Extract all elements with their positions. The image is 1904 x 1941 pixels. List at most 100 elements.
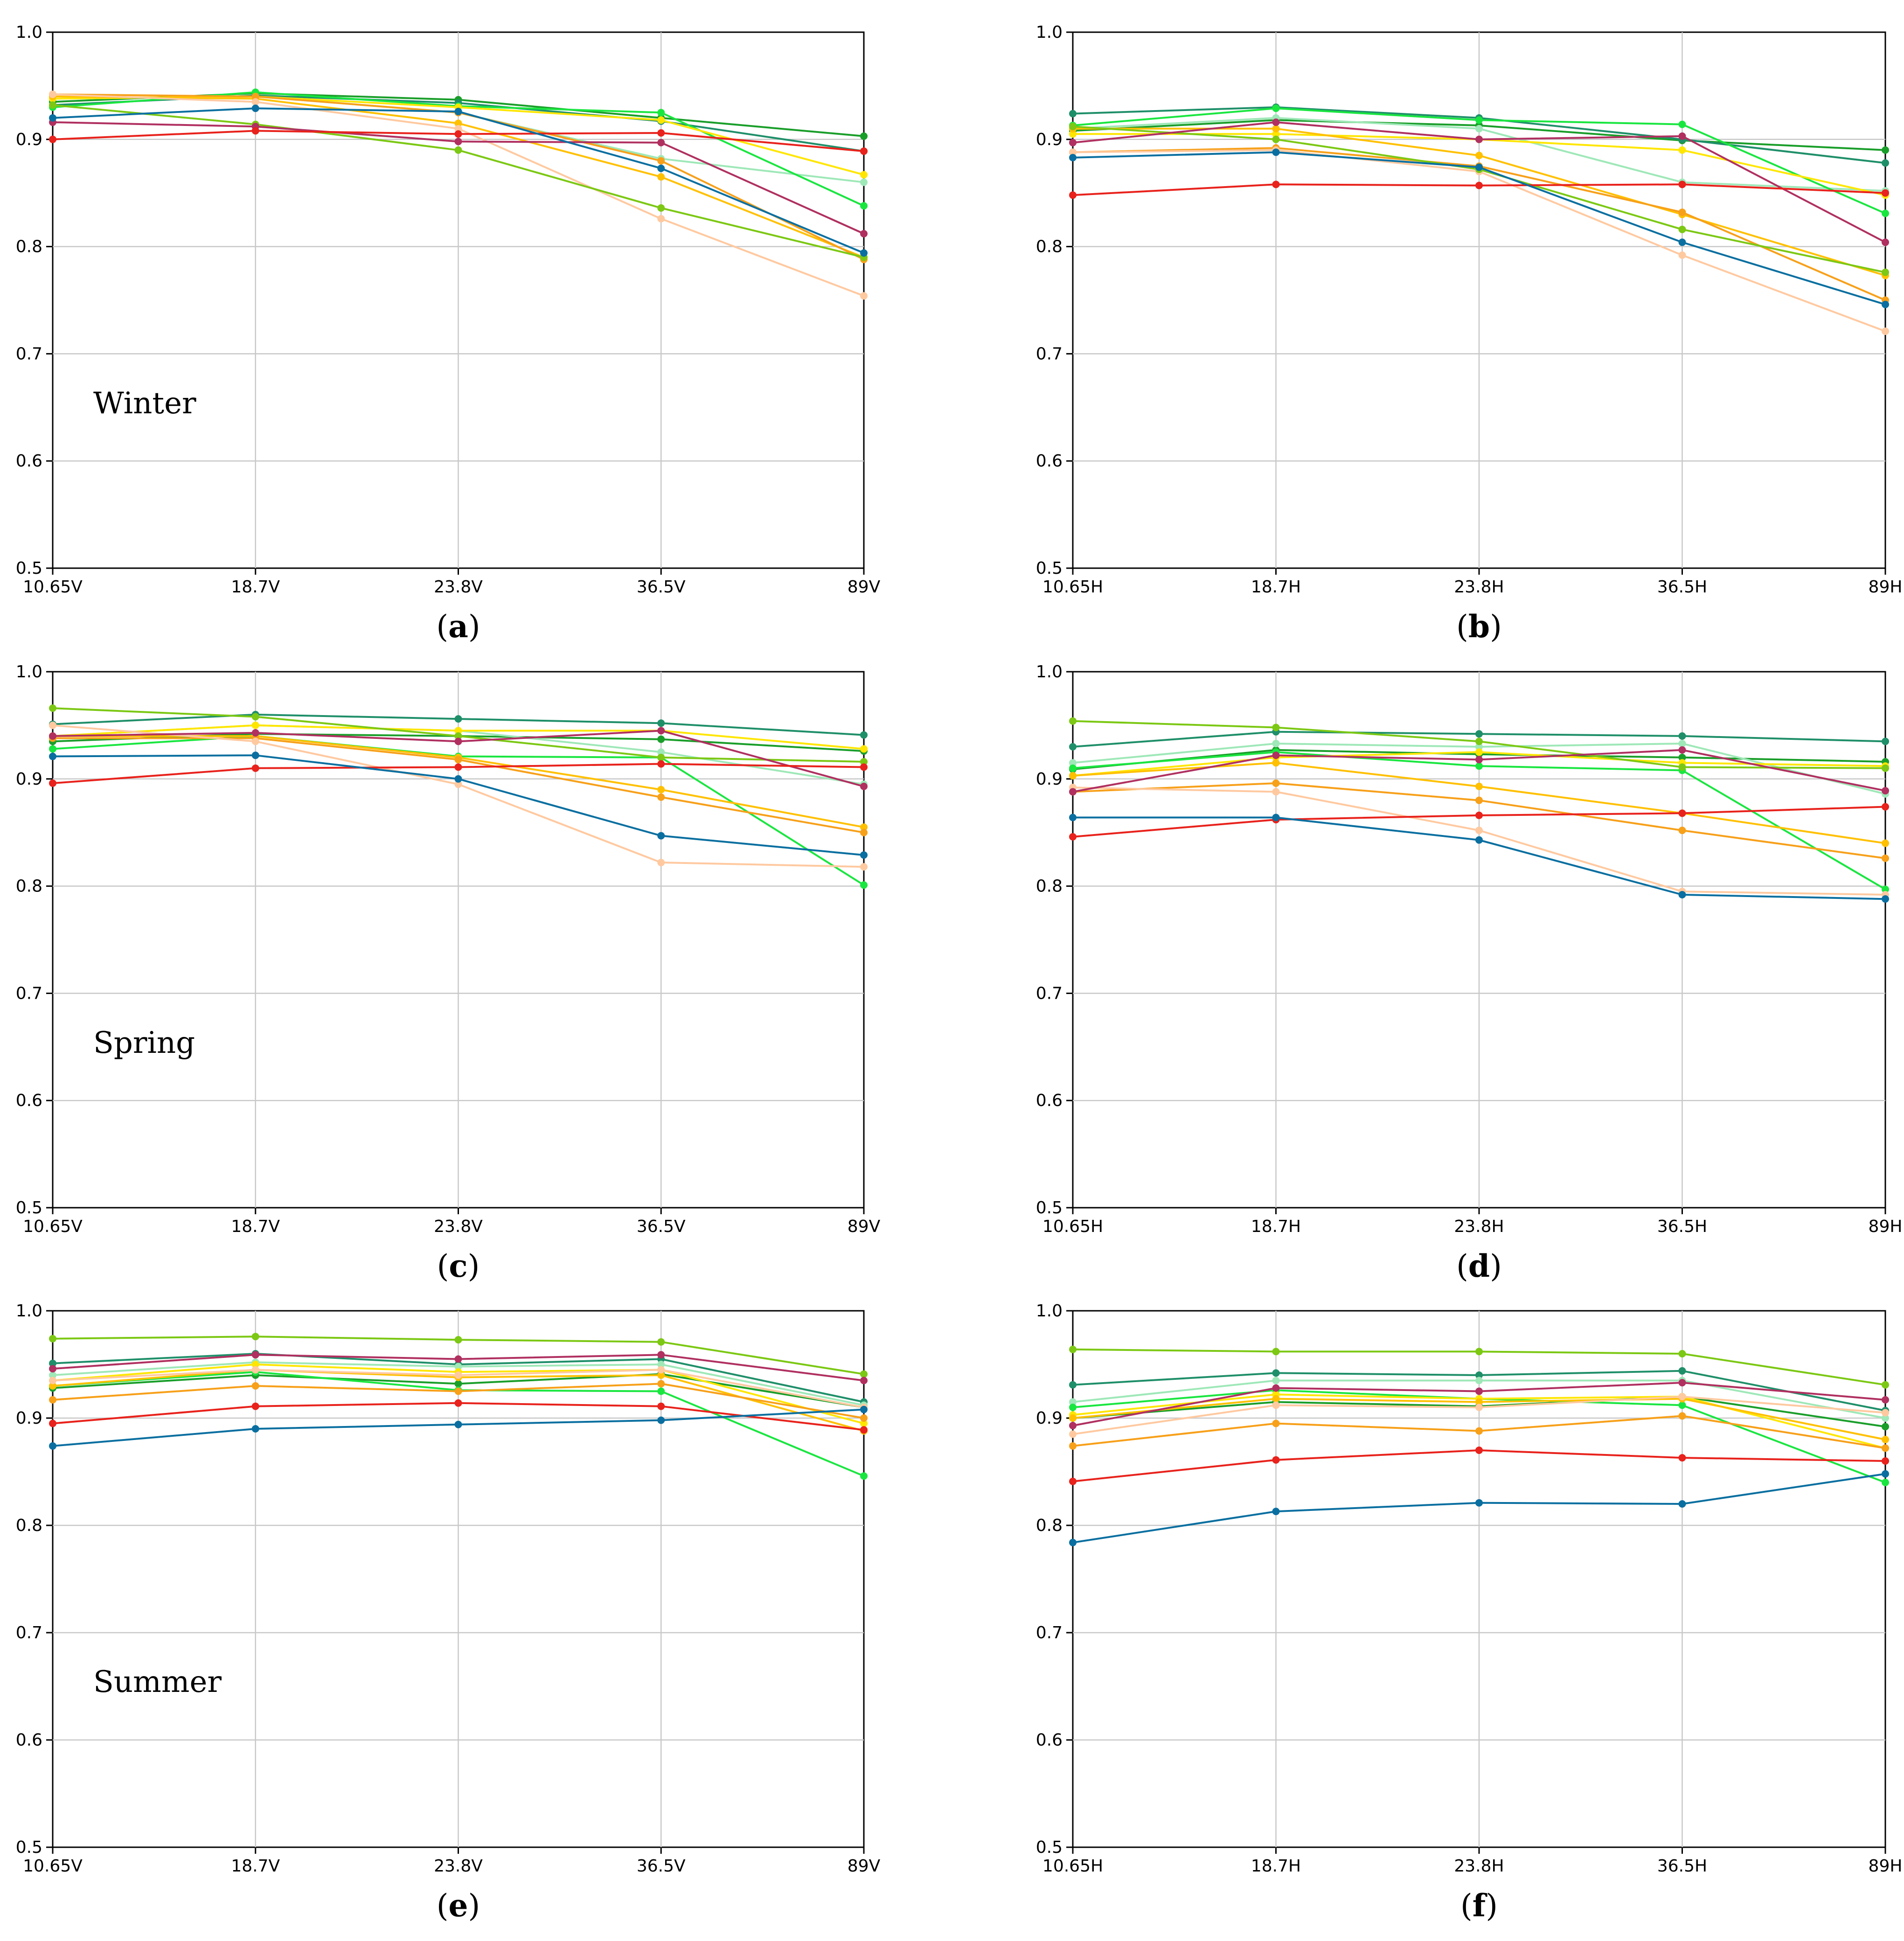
x-tick-label: 23.8H: [1454, 1857, 1504, 1876]
data-point: [1882, 146, 1889, 154]
data-point: [1678, 809, 1686, 817]
data-point: [860, 745, 868, 753]
data-point: [860, 731, 868, 739]
series-9: [1069, 118, 1889, 246]
y-tick-label: 0.5: [16, 559, 42, 578]
data-point: [1882, 1381, 1889, 1389]
data-point: [1272, 118, 1280, 126]
data-point: [1069, 130, 1077, 138]
y-tick-label: 1.0: [1036, 1301, 1063, 1321]
data-point: [1678, 746, 1686, 754]
data-point: [657, 760, 665, 768]
series-9: [49, 1351, 868, 1384]
data-point: [454, 756, 462, 764]
data-point: [454, 737, 462, 745]
x-tick-label: 36.5V: [637, 577, 686, 597]
data-point: [657, 1402, 665, 1410]
x-tick-label: 18.7V: [231, 577, 280, 597]
data-point: [454, 130, 462, 138]
data-point: [1678, 209, 1686, 216]
data-point: [454, 1355, 462, 1363]
y-tick-label: 0.7: [1036, 344, 1063, 363]
series-10: [49, 1399, 868, 1434]
data-point: [251, 764, 259, 772]
data-point: [1475, 748, 1483, 756]
data-point: [657, 735, 665, 743]
y-tick-label: 0.8: [1036, 877, 1063, 896]
panel-caption: (a): [436, 608, 480, 645]
data-point: [860, 292, 868, 300]
data-point: [860, 178, 868, 186]
data-point: [657, 859, 665, 867]
x-tick-label: 18.7V: [231, 1857, 280, 1876]
data-point: [1475, 1404, 1483, 1411]
data-point: [657, 1351, 665, 1359]
data-point: [860, 1405, 868, 1413]
series-8: [1069, 717, 1889, 772]
panel-caption: (d): [1456, 1248, 1502, 1284]
data-point: [1272, 779, 1280, 787]
data-point: [1882, 209, 1889, 217]
data-point: [49, 1396, 56, 1404]
data-point: [1069, 1538, 1077, 1546]
data-point: [1678, 1350, 1686, 1357]
data-point: [860, 1419, 868, 1427]
data-point: [1069, 814, 1077, 821]
y-tick-label: 0.5: [16, 1198, 42, 1217]
caption-letter: c: [449, 1248, 467, 1284]
panel-caption: (c): [437, 1248, 480, 1284]
data-point: [1069, 139, 1077, 146]
data-point: [49, 114, 56, 122]
data-point: [657, 748, 665, 756]
y-tick-label: 0.8: [16, 877, 42, 896]
data-point: [1069, 1430, 1077, 1438]
data-point: [1678, 732, 1686, 740]
data-point: [1882, 787, 1889, 795]
data-point: [251, 737, 259, 745]
data-point: [860, 851, 868, 859]
data-point: [1069, 772, 1077, 779]
series-7: [49, 721, 868, 871]
data-point: [657, 1387, 665, 1395]
data-point: [49, 745, 56, 753]
data-point: [251, 1333, 259, 1341]
data-point: [1272, 1456, 1280, 1464]
data-point: [454, 780, 462, 788]
panel-caption: (f): [1460, 1887, 1498, 1924]
data-point: [1882, 895, 1889, 903]
data-point: [1475, 737, 1483, 745]
series-11: [1069, 148, 1889, 308]
data-point: [1069, 1345, 1077, 1353]
series-11: [49, 751, 868, 859]
data-point: [1882, 839, 1889, 847]
data-point: [1678, 1367, 1686, 1375]
data-point: [454, 1363, 462, 1371]
x-tick-label: 18.7H: [1251, 577, 1301, 597]
data-point: [1069, 153, 1077, 161]
y-tick-label: 0.5: [16, 1838, 42, 1857]
data-point: [860, 1426, 868, 1434]
data-point: [657, 727, 665, 735]
data-point: [1475, 1377, 1483, 1384]
series-7: [1069, 1393, 1889, 1438]
caption-letter: a: [448, 608, 468, 645]
series-10: [49, 760, 868, 787]
x-tick-label: 36.5V: [637, 1217, 686, 1236]
y-tick-label: 0.6: [1036, 1091, 1063, 1110]
data-point: [860, 758, 868, 766]
y-tick-label: 0.7: [16, 1623, 42, 1642]
x-tick-label: 89V: [848, 1217, 881, 1236]
x-tick-label: 18.7H: [1251, 1857, 1301, 1876]
x-tick-label: 23.8H: [1454, 577, 1504, 597]
data-point: [1475, 1499, 1483, 1507]
series-7: [49, 90, 868, 300]
data-point: [860, 1370, 868, 1378]
data-point: [1882, 764, 1889, 772]
data-point: [860, 147, 868, 155]
data-point: [454, 1336, 462, 1344]
data-point: [454, 1371, 462, 1379]
data-point: [1069, 743, 1077, 751]
y-tick-label: 1.0: [16, 662, 42, 682]
x-tick-label: 10.65V: [23, 1857, 83, 1876]
data-point: [1475, 1348, 1483, 1356]
